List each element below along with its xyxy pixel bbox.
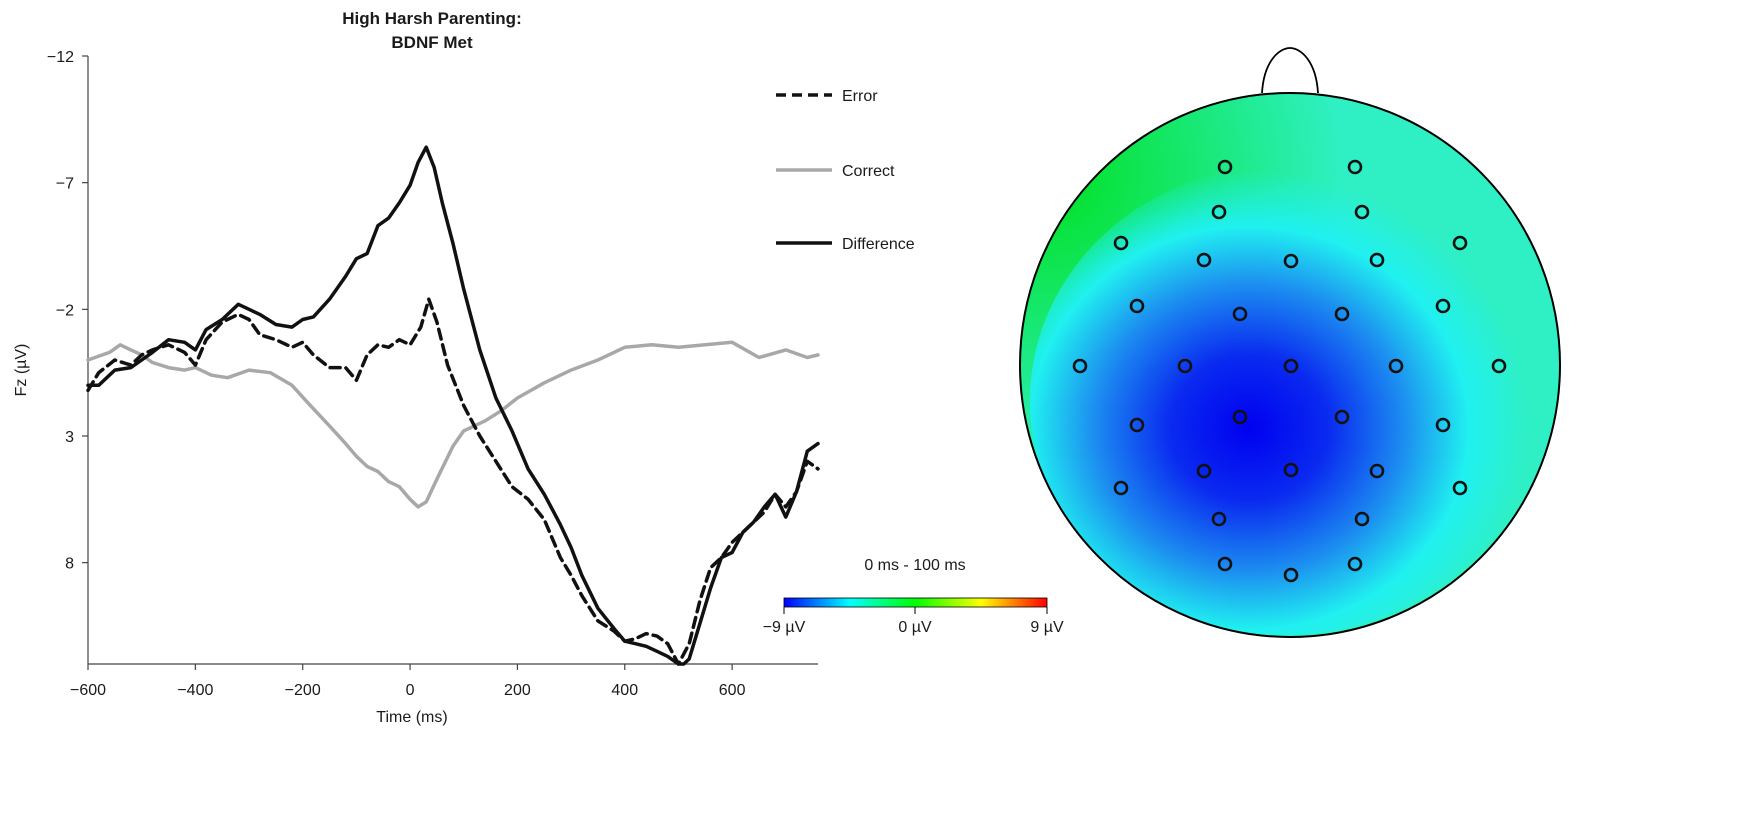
y-tick-label: 3 [65,429,74,446]
x-tick-label: 0 [406,682,415,699]
legend-label-difference: Difference [842,236,915,253]
x-tick-label: 200 [504,682,531,699]
electrodes [1072,159,1507,583]
series-line-error [86,297,820,666]
legend-item-error: Error [776,88,878,105]
x-ticks: −600 −400 −200 0 200 400 600 [70,664,746,699]
colorbar-label-mid: 0 µV [898,619,932,636]
erp-chart: High Harsh Parenting: BDNF Met −12 −7 −2 3 8… [13,9,915,726]
electrode-marker [1334,409,1350,425]
nose-outline [1261,47,1319,94]
y-ticks: −12 −7 −2 3 8 [47,49,88,573]
electrode-marker [1232,306,1248,322]
electrode-marker [1369,252,1385,268]
electrode-marker [1113,480,1129,496]
legend-label-correct: Correct [842,163,895,180]
x-tick-label: −200 [285,682,321,699]
legend-item-difference: Difference [776,236,915,253]
electrode-marker [1334,306,1350,322]
electrode-marker [1196,252,1212,268]
electrode-marker [1217,556,1233,572]
y-tick-label: −12 [47,49,74,66]
scalp-topomap [1019,47,1561,638]
electrode-marker [1369,463,1385,479]
scalp-negative-region [1030,165,1540,635]
legend-item-correct: Correct [776,163,895,180]
electrode-marker [1177,358,1193,374]
electrode-marker [1354,204,1370,220]
electrode-marker [1388,358,1404,374]
y-tick-label: −7 [56,176,74,193]
electrode-marker [1113,235,1129,251]
electrode-marker [1435,417,1451,433]
electrode-marker [1435,298,1451,314]
colorbar-gradient [783,597,1048,608]
electrode-marker [1452,480,1468,496]
electrode-marker [1072,358,1088,374]
electrode-marker [1283,462,1299,478]
electrode-marker [1491,358,1507,374]
head-outline [1019,92,1561,638]
colorbar-label-max: 9 µV [1030,619,1064,636]
electrode-marker [1196,463,1212,479]
electrode-marker [1129,298,1145,314]
y-tick-label: 8 [65,556,74,573]
electrode-marker [1232,409,1248,425]
y-tick-label: −2 [56,302,74,319]
x-tick-label: −600 [70,682,106,699]
electrode-marker [1211,204,1227,220]
x-tick-label: 600 [719,682,746,699]
electrode-marker [1452,235,1468,251]
electrode-marker [1129,417,1145,433]
colorbar-label-min: −9 µV [763,619,806,636]
colorbar-title: 0 ms - 100 ms [864,557,965,574]
electrode-marker [1283,358,1299,374]
y-axis-label: Fz (µV) [13,344,30,397]
legend-label-error: Error [842,88,878,105]
x-tick-label: −400 [177,682,213,699]
series-line-difference [86,145,820,666]
chart-title: High Harsh Parenting: [342,9,521,28]
colorbar: 0 ms - 100 ms −9 µV 0 µV 9 µV [763,557,1064,636]
x-axis-label: Time (ms) [376,709,447,726]
series-layer [86,145,820,666]
electrode-marker [1347,159,1363,175]
electrode-marker [1211,511,1227,527]
series-line-correct [86,340,820,509]
electrode-marker [1217,159,1233,175]
electrode-marker [1347,556,1363,572]
x-tick-label: 400 [611,682,638,699]
electrode-marker [1354,511,1370,527]
legend: Error Correct Difference [776,88,915,253]
electrode-marker [1283,253,1299,269]
electrode-marker [1283,567,1299,583]
chart-subtitle: BDNF Met [391,33,473,52]
